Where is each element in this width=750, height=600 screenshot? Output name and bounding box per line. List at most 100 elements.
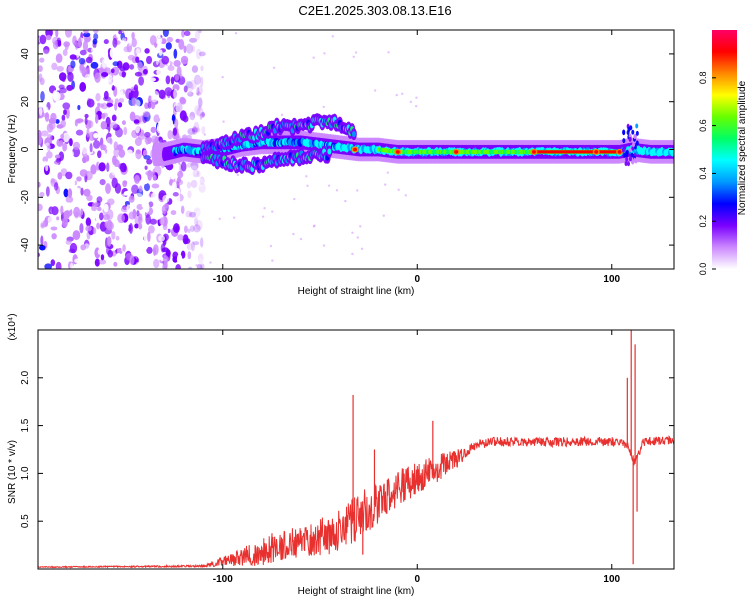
noise-speck	[197, 105, 202, 112]
noise-speck	[312, 56, 315, 59]
noise-speck	[68, 178, 76, 188]
noise-speck	[123, 191, 131, 196]
noise-speck	[162, 223, 168, 231]
noise-speck	[161, 55, 170, 65]
noise-speck	[180, 161, 187, 172]
noise-speck	[140, 121, 146, 128]
noise-speck	[415, 96, 418, 99]
noise-speck	[261, 215, 265, 218]
noise-speck	[414, 104, 418, 108]
noise-speck	[48, 121, 56, 130]
noise-speck	[123, 126, 128, 136]
noise-speck	[351, 231, 354, 235]
noise-speck	[97, 103, 105, 108]
noise-speck	[172, 192, 179, 197]
band-blob	[624, 161, 628, 167]
noise-speck	[75, 74, 83, 79]
noise-speck	[109, 47, 116, 59]
noise-speck	[60, 225, 68, 235]
noise-speck	[40, 117, 45, 129]
noise-speck	[72, 35, 77, 46]
noise-speck	[90, 61, 99, 69]
noise-speck	[263, 207, 266, 210]
noise-speck	[118, 30, 123, 35]
noise-speck	[189, 225, 195, 232]
noise-speck	[187, 91, 194, 97]
noise-speck	[78, 57, 86, 65]
band-blob	[351, 131, 356, 138]
colorbar-gradient	[712, 30, 737, 269]
colorbar-ticks: 0.0 0.2 0.4 0.6 0.8	[698, 72, 716, 275]
noise-speck	[186, 162, 192, 168]
noise-speck	[97, 35, 104, 44]
band-blob	[626, 161, 630, 167]
noise-speck	[50, 221, 58, 226]
noise-speck	[111, 166, 118, 176]
noise-speck	[194, 105, 201, 116]
colorbar-tick-label: 0.6	[698, 119, 708, 132]
noise-speck	[173, 88, 179, 100]
noise-speck	[65, 196, 74, 203]
noise-speck	[129, 64, 135, 70]
noise-speck	[143, 155, 151, 160]
noise-speck	[197, 258, 205, 265]
noise-speck	[114, 183, 122, 194]
noise-speck	[133, 84, 139, 91]
noise-speck	[94, 72, 101, 83]
noise-speck	[61, 217, 68, 228]
noise-speck	[153, 247, 157, 257]
noise-speck	[145, 214, 151, 225]
noise-speck	[58, 72, 67, 82]
noise-speck	[118, 114, 126, 122]
noise-speck	[40, 130, 49, 137]
noise-speck	[234, 31, 238, 35]
noise-speck	[191, 45, 195, 53]
noise-speck	[196, 225, 201, 235]
noise-speck	[102, 113, 106, 120]
noise-speck	[150, 126, 157, 133]
noise-speck	[90, 47, 97, 53]
noise-speck	[96, 206, 102, 212]
noise-speck	[271, 259, 274, 262]
noise-speck	[271, 210, 274, 213]
noise-speck	[180, 55, 189, 65]
noise-speck	[222, 120, 225, 123]
noise-speck	[125, 222, 129, 231]
noise-speck	[65, 107, 70, 119]
noise-speck	[39, 57, 45, 63]
noise-speck	[183, 30, 191, 36]
noise-speck	[395, 93, 398, 97]
noise-speck	[59, 191, 64, 202]
noise-speck	[186, 82, 194, 92]
noise-speck	[96, 222, 100, 230]
band-blob	[531, 150, 536, 154]
noise-speck	[172, 255, 179, 263]
noise-speck	[45, 34, 52, 41]
noise-speck	[126, 204, 130, 214]
noise-speck	[38, 145, 43, 156]
noise-speck	[62, 142, 68, 152]
noise-speck	[156, 123, 163, 132]
noise-speck	[73, 141, 81, 151]
noise-speck	[199, 111, 206, 119]
y-tick-label: 1.0	[20, 466, 31, 480]
noise-speck	[305, 175, 308, 178]
noise-speck	[80, 187, 84, 196]
noise-speck	[38, 134, 43, 146]
noise-speck	[90, 164, 97, 175]
noise-speck	[150, 265, 155, 269]
noise-speck	[115, 127, 123, 138]
band-blob	[628, 147, 632, 153]
noise-speck	[93, 140, 101, 149]
noise-speck	[88, 120, 94, 128]
noise-speck	[200, 57, 206, 64]
x-tick-label: 0	[414, 574, 420, 585]
noise-speck	[172, 127, 178, 136]
noise-speck	[105, 183, 111, 194]
band-blob	[633, 134, 637, 140]
noise-speck	[102, 156, 110, 163]
noise-speck	[232, 216, 236, 219]
noise-speck	[183, 238, 191, 244]
noise-speck	[63, 188, 69, 198]
noise-speck	[55, 119, 60, 124]
